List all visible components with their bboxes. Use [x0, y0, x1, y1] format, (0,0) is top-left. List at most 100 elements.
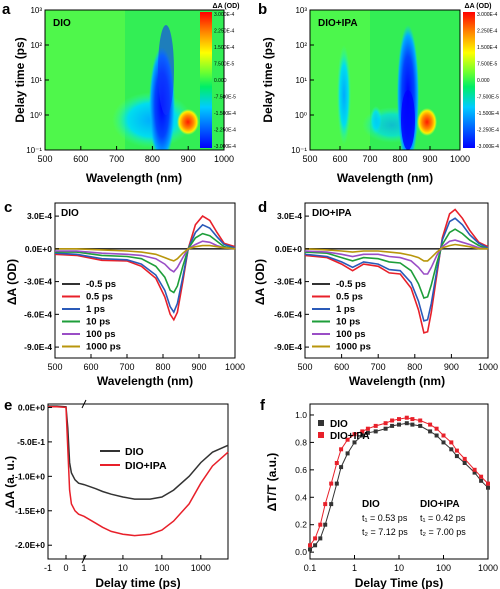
colorbar-tick-label: -1.500E-4	[477, 111, 499, 117]
plot-c-ylabel: ΔA (OD)	[5, 259, 19, 305]
data-point	[462, 456, 467, 461]
plot-c-xlabel: Wavelength (nm)	[97, 374, 193, 388]
plot-d-frame	[304, 202, 489, 359]
heatmap-b-x-ticks: 500 600 700 800 900 1000	[302, 146, 470, 164]
colorbar-tick-label: 0.000	[214, 78, 227, 84]
data-point	[410, 417, 415, 422]
colorbar-tick-label: 0.000	[477, 78, 490, 84]
legend-marker	[318, 432, 324, 438]
plot-d-label: DIO+IPA	[312, 208, 352, 219]
y-tick-label: 1.0	[295, 410, 307, 420]
colorbar-tick-label: 3.000E-4	[214, 12, 235, 18]
colorbar-a-title: ΔA (OD)	[213, 3, 240, 10]
x-tick-label: 1000	[450, 154, 470, 164]
series-line-2	[54, 223, 236, 314]
legend-label: 100 ps	[86, 329, 116, 340]
data-point	[390, 418, 395, 423]
data-point	[313, 543, 318, 548]
y-tick-label: -9.0E-4	[274, 342, 302, 352]
data-point	[318, 522, 323, 527]
plot-f-fit-ipa-t2: t₂ = 7.00 ps	[420, 527, 466, 537]
panel-letter-a: a	[2, 1, 11, 18]
colorbar-tick-label: 7.500E-5	[214, 62, 235, 68]
series-line-3	[55, 232, 236, 294]
plot-c-x-ticks: 500 600 700 800 900 1000	[47, 354, 245, 372]
y-tick-label: 10⁰	[295, 111, 307, 120]
legend-label: 1 ps	[336, 304, 355, 315]
heatmap-b-bleach-630	[337, 45, 351, 145]
data-point	[318, 536, 323, 541]
colorbar-tick-label: 7.500E-5	[477, 62, 498, 68]
x-tick-label: 100	[436, 563, 451, 573]
plot-e-x-ticks: -1 0 1 10 100 1000	[44, 555, 211, 573]
x-tick-label: 1000	[225, 362, 245, 372]
plot-f-ylabel: ΔT/T (a.u.)	[265, 453, 279, 512]
plot-f-y-ticks: 0.0 0.2 0.4 0.6 0.8 1.0	[295, 410, 314, 557]
colorbar-tick-label: -7.500E-5	[477, 95, 499, 101]
plot-c-label: DIO	[61, 208, 79, 219]
data-point	[352, 432, 357, 437]
colorbar-tick-label: -7.500E-5	[214, 95, 236, 101]
data-point	[345, 451, 350, 456]
x-tick-label: 900	[422, 154, 437, 164]
data-point	[479, 478, 484, 483]
data-point	[428, 429, 433, 434]
colorbar-tick-label: -2.250E-4	[477, 128, 499, 134]
data-point	[472, 467, 477, 472]
x-tick-label: 800	[145, 154, 160, 164]
x-tick-label: 800	[407, 362, 422, 372]
heatmap-a-bleach-830-late	[158, 25, 174, 115]
y-tick-label: 0.0E+0	[25, 244, 52, 254]
x-tick-label: 10	[118, 563, 128, 573]
plot-d-ylabel: ΔA (OD)	[253, 259, 267, 305]
data-point	[486, 485, 490, 490]
legend-label: 0.5 ps	[86, 292, 113, 303]
plot-c-series	[54, 215, 236, 322]
x-tick-label: 700	[371, 362, 386, 372]
data-point	[334, 461, 339, 465]
data-point	[479, 474, 484, 479]
legend-label: DIO	[125, 446, 144, 458]
data-point	[428, 422, 433, 427]
data-point	[339, 465, 344, 470]
legend-label: DIO	[330, 419, 348, 430]
data-point	[472, 470, 477, 475]
plot-d-xlabel: Wavelength (nm)	[349, 374, 445, 388]
legend-label: 10 ps	[86, 317, 110, 328]
colorbar-tick-label: 3.000E-4	[477, 12, 498, 18]
data-point	[345, 437, 350, 442]
legend-label: -0.5 ps	[86, 279, 116, 290]
plot-d-x-ticks: 500 600 700 800 900 1000	[297, 354, 498, 372]
data-point	[454, 448, 459, 453]
plot-f-fit-dio-t1: t₁ = 0.53 ps	[362, 513, 408, 523]
x-tick-label: 100	[154, 563, 169, 573]
panel-letter-f: f	[260, 397, 266, 414]
plot-e-y-ticks: 0.0E+0 -5.0E-1 -1.0E+0 -1.5E+0 -2.0E+0	[15, 402, 52, 550]
plot-e-axis-break-top	[81, 399, 87, 409]
y-tick-label: 0.2	[295, 520, 307, 530]
x-tick-label: 600	[83, 362, 98, 372]
x-tick-label: 1	[81, 563, 86, 573]
y-tick-label: 0.0E+0	[18, 402, 45, 412]
legend-label: 0.5 ps	[336, 292, 363, 303]
y-tick-label: 10¹	[30, 76, 42, 85]
y-tick-label: 10³	[295, 6, 307, 15]
heatmap-a-x-ticks: 500 600 700 800 900 1000	[37, 146, 234, 164]
panel-letter-d: d	[258, 199, 267, 216]
data-point	[329, 502, 334, 507]
x-tick-label: 900	[444, 362, 459, 372]
legend-label: 10 ps	[336, 317, 360, 328]
data-point	[449, 440, 454, 445]
data-point	[352, 440, 357, 445]
data-point	[418, 423, 423, 428]
y-tick-label: -1.0E+0	[15, 471, 45, 481]
colorbar-b-ticks: 3.000E-4 2.250E-4 1.500E-4 7.500E-5 0.000 -7.…	[477, 12, 499, 150]
x-tick-label: 600	[334, 362, 349, 372]
x-tick-label: 10	[394, 563, 404, 573]
heatmap-b-y-ticks: 10⁻¹ 10⁰ 10¹ 10² 10³	[291, 6, 314, 155]
y-tick-label: -9.0E-4	[24, 342, 52, 352]
heatmap-a-xlabel: Wavelength (nm)	[86, 171, 182, 185]
data-point	[323, 522, 328, 527]
